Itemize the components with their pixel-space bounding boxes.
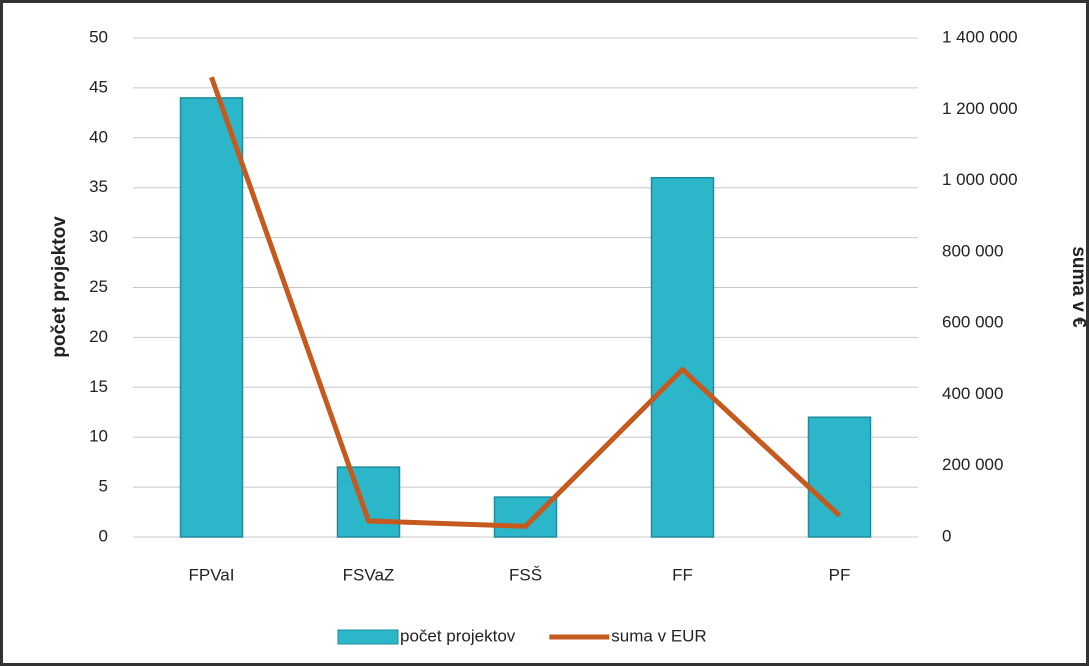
y-tick-label: 20 <box>89 327 108 346</box>
x-tick-label: FF <box>672 565 693 584</box>
y-tick-label: 0 <box>99 526 108 545</box>
y2-tick-label: 400 000 <box>942 384 1003 403</box>
y-tick-label: 35 <box>89 177 108 196</box>
y-axis-title: počet projektov <box>49 216 70 358</box>
y-tick-label: 10 <box>89 427 108 446</box>
x-tick-label: PF <box>829 565 851 584</box>
x-tick-label: FSVaZ <box>343 565 395 584</box>
y-tick-label: 30 <box>89 227 108 246</box>
bar <box>650 176 715 538</box>
bar <box>336 466 401 538</box>
y2-tick-label: 1 000 000 <box>942 170 1018 189</box>
y-tick-label: 45 <box>89 77 108 96</box>
legend-label: suma v EUR <box>611 626 706 645</box>
y2-tick-label: 600 000 <box>942 313 1003 332</box>
y-tick-label: 5 <box>99 477 108 496</box>
y2-tick-label: 1 400 000 <box>942 27 1018 46</box>
y-tick-label: 15 <box>89 377 108 396</box>
bar <box>807 416 872 538</box>
y2-tick-label: 0 <box>942 526 951 545</box>
y-tick-label: 50 <box>89 27 108 46</box>
y-tick-label: 25 <box>89 277 108 296</box>
y2-tick-label: 1 200 000 <box>942 99 1018 118</box>
line-series <box>209 76 842 529</box>
legend-label: počet projektov <box>400 626 516 645</box>
x-tick-label: FPVaI <box>189 565 235 584</box>
y2-tick-label: 800 000 <box>942 241 1003 260</box>
y2-tick-label: 200 000 <box>942 455 1003 474</box>
legend-swatch <box>337 629 399 645</box>
y-tick-label: 40 <box>89 127 108 146</box>
x-tick-label: FSŠ <box>509 565 542 584</box>
bar <box>179 97 244 538</box>
y2-axis-title: suma v € <box>1068 246 1089 328</box>
